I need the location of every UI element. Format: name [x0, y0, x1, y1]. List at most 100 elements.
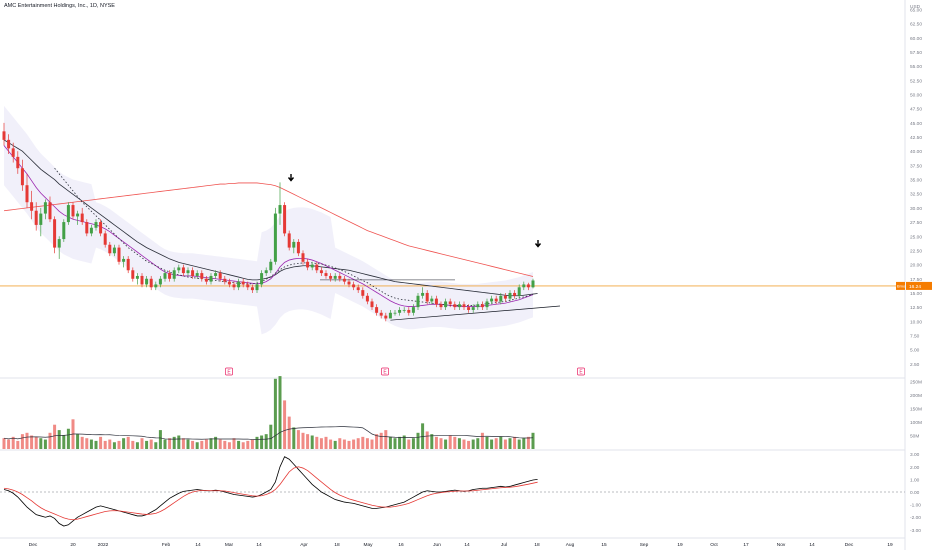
- macd-tick-label: -1.00: [910, 503, 921, 509]
- volume-bar: [122, 438, 126, 449]
- candle-body: [209, 275, 213, 282]
- symbol-title: AMC Entertainment Holdings, Inc., 1D, NY…: [4, 3, 115, 9]
- volume-tick-label: 100M: [910, 420, 922, 426]
- candle-body: [218, 273, 222, 279]
- volume-bar: [7, 439, 11, 449]
- candle-body: [416, 295, 420, 308]
- candle-body: [296, 241, 300, 254]
- candle-body: [53, 219, 57, 248]
- volume-bar: [214, 436, 218, 449]
- time-tick-label: 18: [334, 542, 340, 548]
- candle-body: [379, 312, 383, 316]
- time-tick-label: Jul: [501, 542, 507, 548]
- candle-body: [62, 222, 66, 240]
- candle-body: [434, 298, 438, 305]
- candle-body: [204, 278, 208, 282]
- time-tick-label: 20: [70, 542, 76, 548]
- price-tick-label: 17.50: [910, 277, 922, 283]
- price-tick-label: 45.00: [910, 121, 922, 127]
- candle-body: [462, 304, 466, 308]
- volume-bar: [99, 436, 103, 449]
- volume-ma-line: [3, 426, 534, 440]
- price-tick-label: 22.50: [910, 248, 922, 254]
- candle-body: [163, 273, 167, 279]
- candle-body: [517, 287, 521, 296]
- volume-bar: [273, 378, 277, 449]
- candle-body: [388, 312, 392, 319]
- price-tick-label: 10.00: [910, 319, 922, 325]
- price-tick-label: 65.00: [910, 7, 922, 13]
- time-tick-label: 17: [743, 542, 749, 548]
- price-tick-label: 60.00: [910, 36, 922, 42]
- candle-body: [149, 278, 153, 288]
- volume-bar: [140, 438, 144, 449]
- price-tick-label: 55.00: [910, 64, 922, 70]
- volume-bar: [43, 439, 47, 449]
- candle-body: [43, 202, 47, 214]
- candles-group: [2, 122, 535, 322]
- candle-body: [126, 258, 130, 271]
- candle-body: [384, 315, 388, 319]
- candle-body: [471, 307, 475, 310]
- price-tick-label: 5.00: [910, 348, 920, 354]
- candle-body: [292, 241, 296, 248]
- candle-body: [186, 270, 190, 274]
- price-tick-label: 12.50: [910, 305, 922, 311]
- candle-body: [347, 281, 351, 285]
- volume-bar: [342, 439, 346, 449]
- volume-bar: [131, 440, 135, 449]
- volume-bar: [306, 434, 310, 449]
- volume-bar: [283, 400, 287, 449]
- volume-bar: [278, 376, 282, 449]
- volume-bar: [246, 440, 250, 449]
- volume-bar: [287, 416, 291, 449]
- price-tick-label: 62.50: [910, 22, 922, 28]
- volume-bar: [393, 438, 397, 449]
- price-tick-label: 7.50: [910, 333, 920, 339]
- volume-bar: [39, 438, 43, 449]
- event-label: E: [227, 370, 231, 376]
- candle-body: [181, 267, 185, 274]
- time-tick-label: Oct: [710, 542, 718, 548]
- candle-body: [2, 131, 6, 140]
- candle-body: [503, 295, 507, 299]
- volume-bar: [296, 430, 300, 449]
- volume-bar: [264, 434, 268, 449]
- candle-body: [168, 273, 172, 279]
- candle-body: [356, 287, 360, 291]
- volume-bar: [490, 439, 494, 449]
- time-tick-label: 2022: [98, 542, 109, 548]
- volume-bar: [319, 438, 323, 449]
- price-tick-label: 35.00: [910, 178, 922, 184]
- candle-body: [214, 273, 218, 276]
- macd-tick-label: 3.00: [910, 452, 920, 458]
- volume-bar: [513, 436, 517, 449]
- candle-body: [329, 275, 333, 279]
- volume-bar: [430, 434, 434, 449]
- time-tick-label: Sep: [640, 542, 649, 548]
- volume-bar: [223, 440, 227, 449]
- candle-body: [108, 244, 112, 254]
- time-tick-label: 14: [195, 542, 201, 548]
- candle-body: [508, 292, 512, 299]
- volume-bar: [94, 440, 98, 449]
- volume-bar: [485, 436, 489, 449]
- volume-bar: [531, 432, 535, 449]
- volume-bar: [526, 436, 530, 449]
- volume-bar: [250, 439, 254, 449]
- volume-bar: [260, 435, 264, 449]
- candle-body: [34, 210, 38, 225]
- down-arrow-icon: [534, 240, 542, 248]
- candle-body: [57, 239, 61, 248]
- candle-body: [306, 261, 310, 268]
- volume-bar: [25, 432, 29, 449]
- candle-body: [526, 284, 530, 288]
- candle-body: [398, 309, 402, 313]
- time-tick-label: 14: [256, 542, 262, 548]
- candle-body: [411, 307, 415, 313]
- volume-bar: [361, 436, 365, 449]
- currency-label: USD: [910, 4, 921, 10]
- macd-tick-label: 1.00: [910, 477, 920, 483]
